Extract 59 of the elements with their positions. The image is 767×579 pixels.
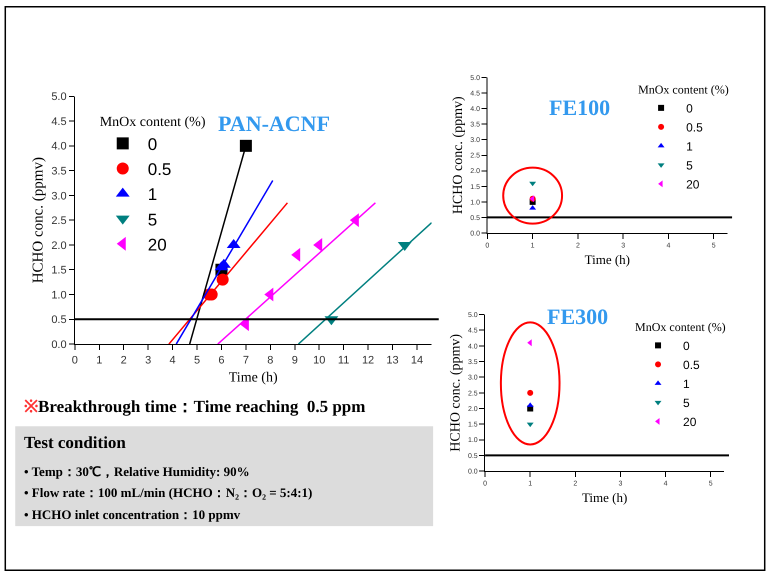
y-axis-title: HCHO conc. (ppmv) [448,334,464,452]
legend-label: 5 [683,396,690,410]
y-tick-label: 1.0 [51,289,67,302]
legend-label: 1 [686,140,694,154]
y-tick-label: 0.5 [51,314,67,326]
legend-title: MnOx content (%) [635,320,726,334]
x-axis-title: Time (h) [228,370,278,386]
legend-label: 20 [148,235,167,254]
legend-title: MnOx content (%) [638,82,729,96]
legend-label: 1 [683,377,690,392]
y-tick-label: 2.0 [51,240,67,252]
legend-label: 5 [686,158,694,173]
legend-label: 5 [148,210,158,230]
x-tick-label: 11 [338,354,350,366]
y-axis-title: HCHO conc. (ppmv) [30,157,47,284]
x-tick-label: 8 [267,354,274,366]
y-axis-title: HCHO conc. (ppmv) [450,96,466,214]
x-tick-label: 12 [362,354,374,366]
x-axis-title: Time (h) [584,252,630,267]
legend-label: 20 [686,178,700,192]
text: • Temp：30℃，Relative Humidity: 90% [24,464,250,479]
x-axis-title: Time (h) [582,490,628,506]
x-tick-label: 10 [313,354,326,366]
y-tick-label: 3.0 [51,190,67,202]
legend-label: 0 [148,135,158,154]
text: ※Breakthrough time：Time reaching 0.5 ppm [24,397,366,416]
legend-label: 0 [686,102,694,116]
x-tick-label: 4 [170,354,176,366]
y-tick-label: 4.0 [51,140,67,153]
x-tick-label: 3 [145,354,152,366]
text: Test condition [24,433,126,452]
y-tick-label: 4.5 [51,116,67,128]
y-tick-label: 2.5 [51,215,67,228]
legend-label: 0.5 [686,120,704,135]
legend-label: 1 [148,185,158,204]
text: PAN-ACNF [218,111,330,136]
legend-label: 0.5 [683,358,700,372]
x-tick-label: 2 [120,354,127,366]
y-tick-label: 0.0 [51,338,67,351]
x-tick-label: 5 [194,354,200,366]
y-tick-label: 3.5 [51,165,67,178]
text: FE100 [549,95,610,120]
x-tick-label: 1 [96,354,102,366]
y-tick-label: 1.5 [51,264,67,277]
text: • HCHO inlet concentration：10 ppmv [24,507,241,522]
legend-label: 0.5 [148,160,172,180]
text: • Flow rate：100 mL/min (HCHO：N₂：O₂ = 5:4:1) [24,485,312,500]
x-tick-label: 13 [386,354,399,366]
x-tick-label: 14 [410,354,424,366]
x-tick-label: 6 [218,354,225,366]
legend-label: 20 [683,415,697,430]
legend-label: 0 [683,339,690,354]
y-tick-label: 5.0 [51,91,67,104]
chart-title: FE300 [547,304,608,329]
legend-title: MnOx content (%) [100,114,206,130]
point [240,140,252,152]
x-tick-label: 0 [72,354,78,366]
x-tick-label: 9 [292,354,298,366]
x-tick-label: 7 [242,354,249,366]
